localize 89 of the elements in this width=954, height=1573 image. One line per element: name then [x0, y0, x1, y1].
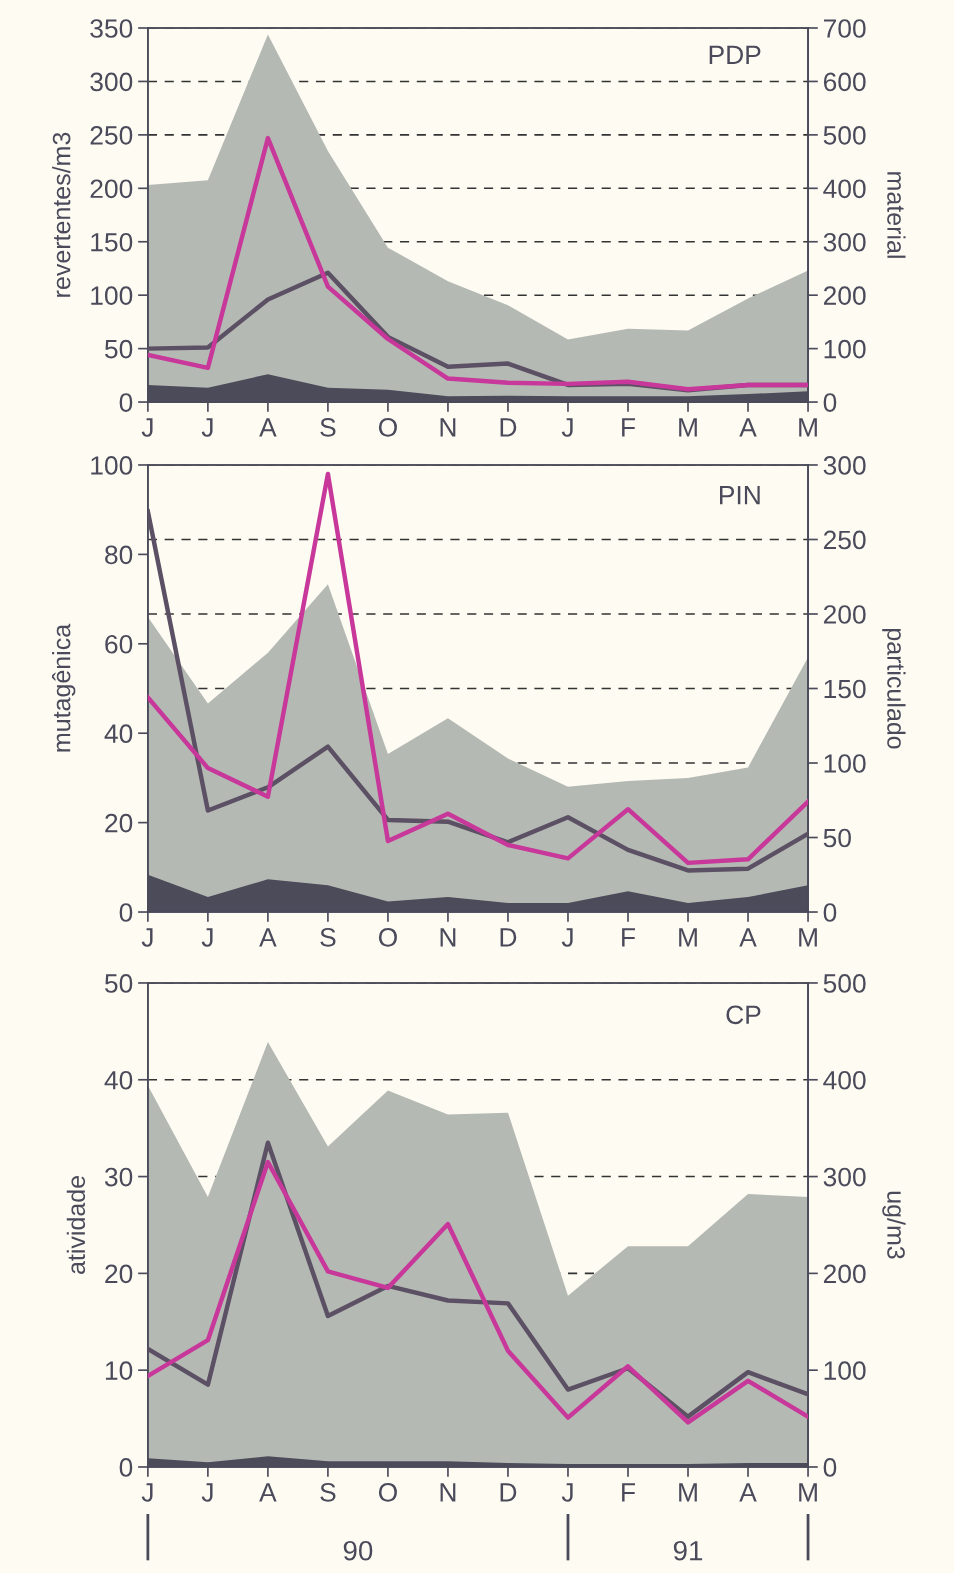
- y-tick-label: 250: [90, 126, 133, 145]
- y2-axis-title: material: [887, 172, 906, 258]
- y-tick-label: 40: [104, 724, 133, 744]
- y2-tick-label: 100: [824, 339, 866, 359]
- x-tick-label: M: [799, 1483, 817, 1502]
- y2-tick-label: 150: [824, 679, 866, 699]
- y-tick-label: 0: [119, 903, 133, 922]
- x-tick-label: F: [622, 418, 635, 437]
- y2-tick-label: 400: [823, 1070, 866, 1090]
- y-axis-title: atividade: [66, 1176, 86, 1274]
- y-tick-label: 30: [104, 1167, 133, 1187]
- text: CP: [726, 1005, 761, 1025]
- y-tick-label: 20: [105, 1264, 133, 1284]
- y2-tick-label: 200: [823, 286, 866, 306]
- x-tick-label: J: [561, 928, 573, 947]
- x-tick-label: O: [378, 928, 397, 947]
- x-tick-label: A: [259, 418, 277, 437]
- line-series: [147, 135, 809, 392]
- y2-tick-label: 200: [823, 605, 866, 624]
- y2-tick-label: 100: [824, 754, 866, 773]
- x-tick-label: J: [141, 1483, 153, 1502]
- x-tick-label: A: [259, 928, 277, 947]
- x-tick-label: D: [500, 1483, 517, 1502]
- x-tick-label: N: [440, 1483, 456, 1502]
- y2-tick-label: 400: [823, 179, 866, 199]
- y-tick-label: 200: [90, 179, 133, 199]
- x-tick-label: A: [739, 418, 757, 437]
- x-tick-label: D: [500, 418, 517, 437]
- x-tick-label: S: [320, 418, 336, 437]
- y-tick-label: 350: [90, 19, 133, 38]
- y-tick-label: 100: [91, 456, 133, 475]
- y2-tick-label: 500: [823, 126, 866, 145]
- x-tick-label: D: [500, 928, 517, 947]
- x-tick-label: M: [679, 418, 697, 437]
- y2-tick-label: 50: [823, 828, 851, 848]
- x-tick-label: O: [378, 418, 397, 437]
- text: PDP: [709, 45, 761, 64]
- y2-tick-label: 500: [823, 974, 866, 993]
- x-tick-label: O: [378, 1482, 397, 1502]
- y-tick-label: 0: [119, 393, 133, 412]
- y-tick-label: 300: [90, 72, 133, 92]
- y-axis-title: mutagênica: [51, 623, 76, 752]
- y-axis-title: revertentes/m3: [52, 132, 71, 297]
- text: 90: [343, 1540, 373, 1561]
- y2-tick-label: 200: [823, 1264, 866, 1284]
- x-tick-label: J: [201, 928, 213, 947]
- y2-axis-title: particulado: [882, 628, 906, 749]
- y2-tick-label: 0: [823, 393, 837, 412]
- x-tick-label: N: [440, 928, 456, 947]
- x-tick-label: F: [622, 928, 635, 947]
- y-tick-label: 50: [104, 339, 133, 359]
- x-tick-label: J: [201, 1483, 213, 1502]
- y-tick-label: 80: [105, 545, 133, 565]
- x-tick-label: J: [141, 928, 153, 947]
- y2-tick-label: 700: [823, 19, 866, 38]
- y-tick-label: 20: [105, 813, 133, 833]
- x-tick-label: S: [320, 1482, 336, 1502]
- x-tick-label: J: [561, 418, 573, 437]
- y2-tick-label: 300: [823, 456, 866, 475]
- x-tick-label: F: [622, 1483, 635, 1502]
- x-tick-label: A: [259, 1483, 277, 1502]
- y2-tick-label: 300: [823, 1167, 866, 1187]
- y-tick-label: 100: [91, 286, 133, 306]
- y2-axis-title: ug/m3: [882, 1191, 906, 1259]
- x-tick-label: J: [141, 418, 153, 437]
- x-tick-label: M: [799, 928, 817, 947]
- y-tick-label: 0: [119, 1458, 133, 1477]
- x-tick-label: J: [561, 1483, 573, 1502]
- y-tick-label: 40: [104, 1070, 133, 1090]
- x-tick-label: M: [679, 1483, 697, 1502]
- y2-tick-label: 300: [823, 232, 866, 252]
- x-tick-label: A: [739, 1483, 757, 1502]
- y-tick-label: 150: [91, 232, 133, 252]
- x-tick-label: M: [679, 928, 697, 947]
- text: PIN: [720, 486, 760, 505]
- y2-tick-label: 250: [823, 530, 866, 550]
- x-tick-label: J: [201, 418, 213, 437]
- y-tick-label: 50: [104, 974, 133, 993]
- y2-tick-label: 100: [824, 1361, 866, 1380]
- y-tick-label: 60: [105, 634, 133, 654]
- y-tick-label: 10: [105, 1361, 133, 1380]
- x-tick-label: S: [320, 928, 336, 947]
- y2-tick-label: 600: [823, 72, 866, 92]
- text: 91: [673, 1540, 703, 1561]
- y2-tick-label: 0: [823, 903, 837, 922]
- x-tick-label: A: [739, 928, 757, 947]
- y2-tick-label: 0: [823, 1458, 837, 1477]
- x-tick-label: M: [799, 418, 817, 437]
- x-tick-label: N: [440, 418, 456, 437]
